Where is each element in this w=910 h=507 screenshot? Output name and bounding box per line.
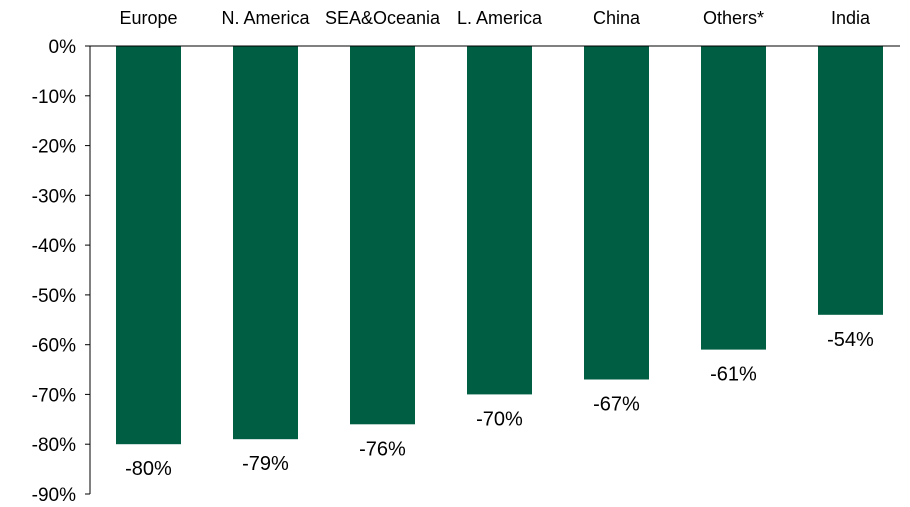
bar-3 — [467, 46, 532, 395]
category-label-6: India — [831, 8, 871, 28]
y-tick-label-6: -60% — [32, 336, 76, 357]
y-tick-label-2: -20% — [32, 137, 76, 158]
data-label-3: -70% — [476, 408, 523, 430]
y-tick-label-7: -70% — [32, 385, 76, 406]
bar-4 — [584, 46, 649, 380]
data-label-6: -54% — [827, 329, 874, 351]
bar-1 — [233, 46, 298, 440]
data-label-5: -61% — [710, 364, 757, 386]
data-label-1: -79% — [242, 453, 289, 475]
data-label-4: -67% — [593, 394, 640, 416]
y-tick-label-1: -10% — [32, 87, 76, 108]
category-label-1: N. America — [221, 8, 310, 28]
bar-5 — [701, 46, 766, 350]
category-label-2: SEA&Oceania — [325, 8, 441, 28]
data-label-0: -80% — [125, 458, 172, 480]
bar-2 — [350, 46, 415, 425]
category-label-3: L. America — [457, 8, 543, 28]
bar-6 — [818, 46, 883, 315]
bar-0 — [116, 46, 181, 445]
y-tick-label-9: -90% — [32, 485, 76, 506]
category-label-5: Others* — [703, 8, 764, 28]
bars-group — [116, 46, 883, 445]
y-tick-label-5: -50% — [32, 286, 76, 307]
y-tick-label-0: 0% — [49, 37, 77, 58]
y-tick-label-4: -40% — [32, 236, 76, 257]
category-label-4: China — [593, 8, 641, 28]
axes-group: 0% -10% -20% -30% -40% -50% -60% -70% -80% -90% — [32, 37, 900, 506]
y-tick-label-8: -80% — [32, 435, 76, 456]
y-tick-label-3: -30% — [32, 186, 76, 207]
labels-group: Europe -80% N. America -79% SEA&Oceania -76% L… — [119, 8, 874, 480]
data-label-2: -76% — [359, 438, 406, 460]
category-label-0: Europe — [119, 8, 177, 28]
